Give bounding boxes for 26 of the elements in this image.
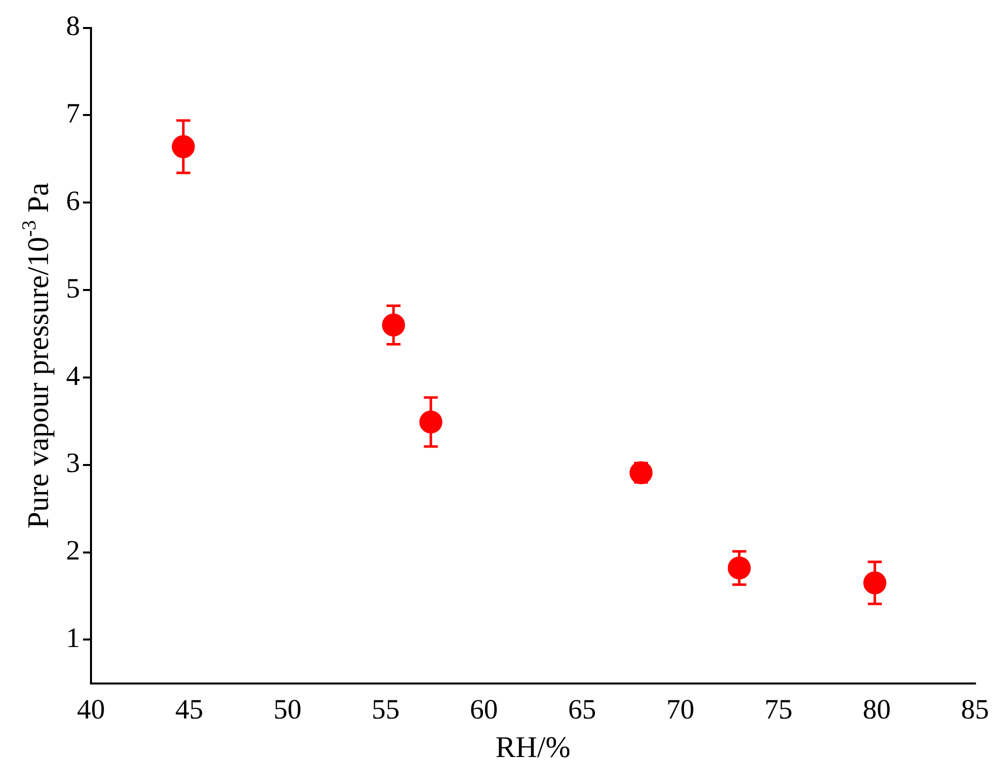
y-axis-title: Pure vapour pressure/10-3 Pa	[18, 182, 55, 528]
x-tick-label: 60	[470, 694, 498, 726]
x-tick-label: 75	[764, 694, 793, 726]
y-tick-label: 8	[66, 11, 80, 42]
point	[172, 135, 195, 158]
x-axis-title: RH/%	[496, 730, 570, 764]
x-tick-label: 50	[273, 694, 302, 726]
x-tick-label: 45	[175, 694, 204, 726]
x-tick-label: 85	[961, 694, 989, 726]
y-tick-label: 1	[66, 623, 80, 654]
y-tick-label: 2	[66, 536, 80, 567]
point	[630, 461, 653, 484]
y-tick-label: 3	[66, 448, 80, 480]
y-tick-label: 4	[66, 360, 80, 392]
x-tick-label: 80	[862, 694, 891, 726]
point	[419, 410, 442, 434]
x-tick-label: 55	[372, 694, 400, 726]
point	[863, 571, 886, 594]
y-tick-label: 6	[66, 186, 80, 217]
x-tick-label: 40	[77, 694, 105, 726]
x-tick-label: 70	[666, 694, 694, 726]
point	[382, 314, 406, 337]
y-tick-label: 5	[66, 273, 80, 304]
x-tick-label: 65	[568, 694, 596, 726]
point	[728, 556, 751, 580]
y-tick-label: 7	[66, 98, 80, 130]
